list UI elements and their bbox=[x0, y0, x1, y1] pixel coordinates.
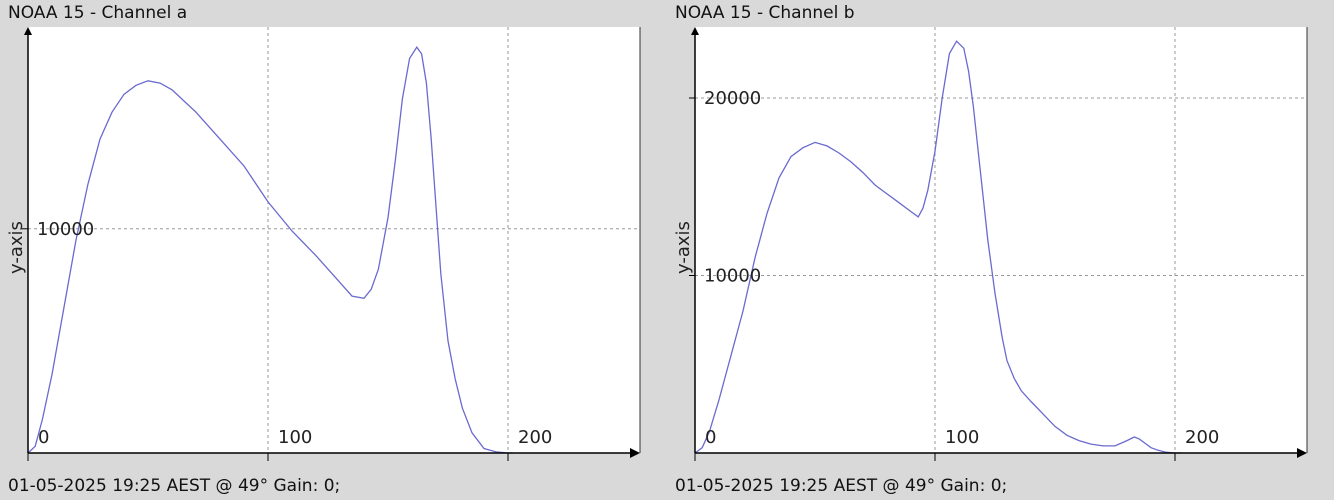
y-axis-label: y-axis bbox=[673, 221, 694, 274]
y-tick-label: 20000 bbox=[704, 88, 761, 109]
chart-title: NOAA 15 - Channel b bbox=[675, 3, 855, 23]
x-tick-label: 100 bbox=[945, 427, 979, 448]
x-tick-label: 0 bbox=[705, 427, 716, 448]
x-tick-label: 100 bbox=[278, 427, 312, 448]
x-axis-arrow bbox=[630, 448, 640, 458]
x-tick-label: 200 bbox=[1185, 427, 1219, 448]
channel-b-panel: NOAA 15 - Channel b 0 100 200 10000 20000 y-a… bbox=[667, 0, 1334, 500]
series-line bbox=[694, 40, 1183, 454]
series-line bbox=[27, 46, 513, 454]
x-tick-label: 200 bbox=[518, 427, 552, 448]
plot-area bbox=[28, 27, 640, 453]
y-axis-label: y-axis bbox=[6, 221, 27, 274]
y-axis-arrow bbox=[691, 27, 699, 35]
y-axis-arrow bbox=[24, 27, 32, 35]
status-footer: 01-05-2025 19:25 AEST @ 49° Gain: 0; bbox=[8, 476, 341, 496]
channel-a-chart: 0 100 200 10000 y-axis bbox=[6, 27, 641, 461]
status-footer: 01-05-2025 19:25 AEST @ 49° Gain: 0; bbox=[675, 476, 1008, 496]
channel-b-chart: 0 100 200 10000 20000 y-axis bbox=[673, 27, 1308, 461]
plot-area bbox=[695, 27, 1307, 453]
chart-title: NOAA 15 - Channel a bbox=[8, 3, 188, 23]
channel-a-panel: NOAA 15 - Channel a 0 100 200 10000 y-axis 0… bbox=[6, 3, 641, 496]
x-tick-label: 0 bbox=[38, 427, 49, 448]
y-tick-label: 10000 bbox=[704, 266, 761, 287]
x-axis-arrow bbox=[1297, 448, 1307, 458]
y-tick-label: 10000 bbox=[37, 219, 94, 240]
